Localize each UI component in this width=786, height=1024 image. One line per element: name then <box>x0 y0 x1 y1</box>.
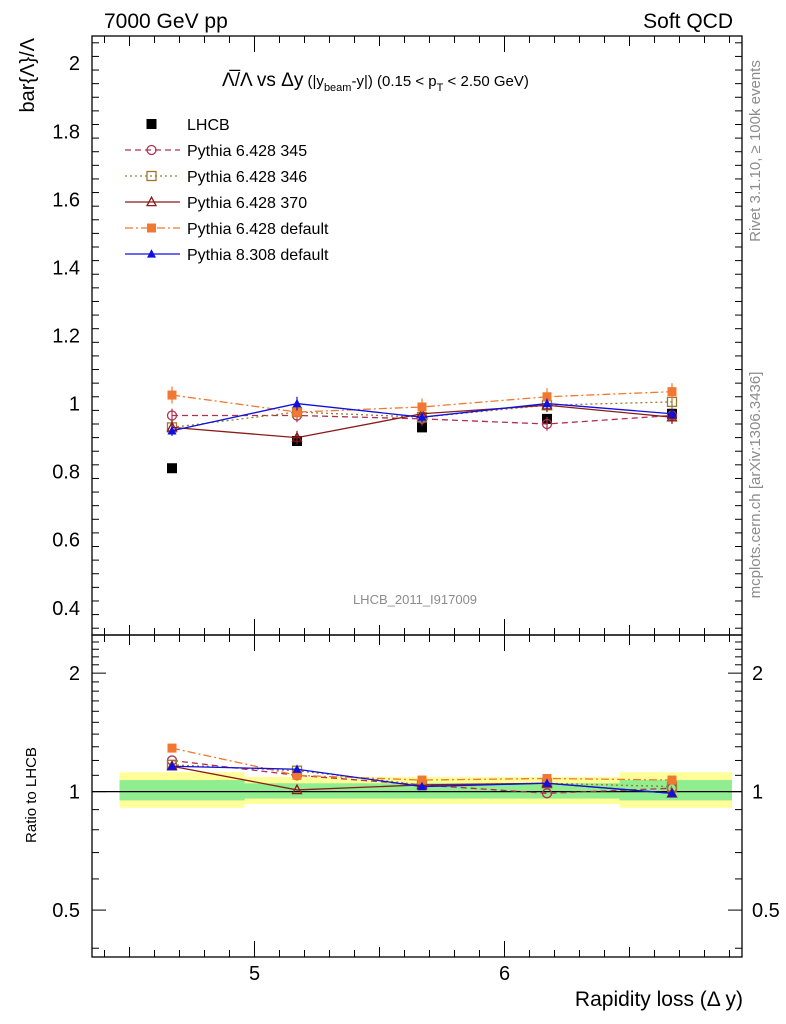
legend-entry: Pythia 6.428 345 <box>125 143 307 160</box>
main-y-tick-label: 0.8 <box>52 462 80 484</box>
ratio-point <box>542 778 552 787</box>
title-sub1: beam <box>324 82 352 94</box>
data-point <box>542 392 552 402</box>
main-y-tick-label: 2 <box>69 53 80 75</box>
main-y-tick-label: 1.8 <box>52 121 80 143</box>
ratio-point <box>667 788 677 797</box>
ratio-point <box>291 783 303 795</box>
main-series-layer <box>166 383 678 474</box>
legend-label: LHCB <box>187 117 230 134</box>
x-tick-label: 6 <box>499 963 510 985</box>
ratio-series-pythia-8-308-default <box>167 761 677 797</box>
ratio-point <box>167 743 177 753</box>
legend-marker <box>146 119 157 129</box>
data-point <box>291 431 303 442</box>
main-y-tick-label: 0.4 <box>52 598 80 620</box>
ratio-point <box>417 775 427 785</box>
svg-text:Λ̅/Λ vs Δy (|ybeam-y|) (0.15 <: Λ̅/Λ vs Δy (|ybeam-y|) (0.15 < pT < 2.50… <box>222 70 529 94</box>
ratio-y-tick-label-right: 0.5 <box>752 900 780 922</box>
legend-entry: Pythia 6.428 346 <box>125 169 307 186</box>
series-pythia-6-428-default <box>167 383 677 419</box>
main-y-tick-label: 1.6 <box>52 189 80 211</box>
title-main: Λ̅/Λ vs Δy <box>222 70 304 91</box>
data-point <box>167 425 177 435</box>
ratio-band-green <box>244 783 370 799</box>
ratio-point <box>417 781 427 791</box>
ratio-line <box>171 747 673 781</box>
ratio-point <box>292 770 302 780</box>
title-sub2: T <box>437 82 444 94</box>
main-y-tick-label: 1.4 <box>52 257 80 279</box>
header-left: 7000 GeV pp <box>104 10 228 33</box>
data-point <box>541 418 553 430</box>
legend-marker <box>145 195 158 207</box>
legend-label: Pythia 8.308 default <box>187 247 329 264</box>
legend-marker <box>146 144 157 156</box>
legend-marker <box>147 249 156 258</box>
main-y-tick-label: 1 <box>69 394 80 416</box>
data-point <box>417 412 427 421</box>
data-point <box>167 463 177 474</box>
data-point <box>667 408 677 418</box>
header-right: Soft QCD <box>643 10 733 33</box>
title-part3: < 2.50 GeV) <box>443 73 528 90</box>
rivet-label: Rivet 3.1.10, ≥ 100k events <box>747 60 764 242</box>
plot-title: Λ̅/Λ vs Δy (|ybeam-y|) (0.15 < pT < 2.50… <box>222 70 529 94</box>
ratio-band-green <box>119 780 245 801</box>
axes-layer: 0.4 0.6 0.8 1 1.2 1.4 1.6 1.8 2 5 6 0.5 0.5 1 1 2 2 <box>52 35 780 985</box>
legend-entry: LHCB <box>146 117 230 134</box>
data-point <box>542 398 552 408</box>
legend-entry: Pythia 6.428 370 <box>125 195 307 212</box>
title-part2: -y|) (0.15 < p <box>351 73 436 90</box>
x-axis-label: Rapidity loss (Δ y) <box>575 988 743 1011</box>
data-point <box>292 407 302 417</box>
ratio-ylabel: Ratio to LHCB <box>23 747 40 843</box>
ratio-point <box>292 764 302 773</box>
ratio-point <box>667 775 677 785</box>
ratio-y-tick-label: 1 <box>69 782 80 804</box>
analysis-watermark: LHCB_2011_I917009 <box>353 592 477 607</box>
mcplots-label: mcplots.cern.ch [arXiv:1306.3436] <box>747 372 764 599</box>
ratio-y-tick-label: 0.5 <box>52 900 80 922</box>
legend-label: Pythia 6.428 346 <box>187 169 307 186</box>
legend-entry: Pythia 6.428 default <box>125 221 329 238</box>
series-pythia-8-308-default <box>167 396 677 436</box>
main-ylabel: bar{Λ}/Λ <box>17 37 39 112</box>
legend-label: Pythia 6.428 345 <box>187 143 307 160</box>
main-y-tick-label: 0.6 <box>52 530 80 552</box>
ratio-frame <box>91 634 743 958</box>
ratio-point <box>541 788 553 799</box>
ratio-y-tick-label-right: 2 <box>752 663 763 685</box>
data-point <box>167 390 177 400</box>
title-part1: (|y <box>303 73 324 90</box>
ratio-y-tick-label-right: 1 <box>752 782 763 804</box>
legend: LHCB Pythia 6.428 345 Pythia 6.428 346 Pyth… <box>125 117 329 264</box>
data-point <box>417 402 427 412</box>
legend-label: Pythia 6.428 default <box>187 221 329 238</box>
legend-label: Pythia 6.428 370 <box>187 195 307 212</box>
ratio-y-tick-label: 2 <box>69 663 80 685</box>
ratio-series-layer <box>166 743 678 799</box>
data-point <box>292 398 302 408</box>
legend-marker <box>147 223 156 233</box>
main-y-tick-label: 1.2 <box>52 326 80 348</box>
ratio-point <box>167 761 177 770</box>
legend-marker <box>146 170 157 182</box>
data-point <box>667 387 677 397</box>
data-point <box>417 422 427 433</box>
x-tick-label: 5 <box>249 963 260 985</box>
legend-entry: Pythia 8.308 default <box>125 247 329 264</box>
data-point <box>166 410 178 421</box>
